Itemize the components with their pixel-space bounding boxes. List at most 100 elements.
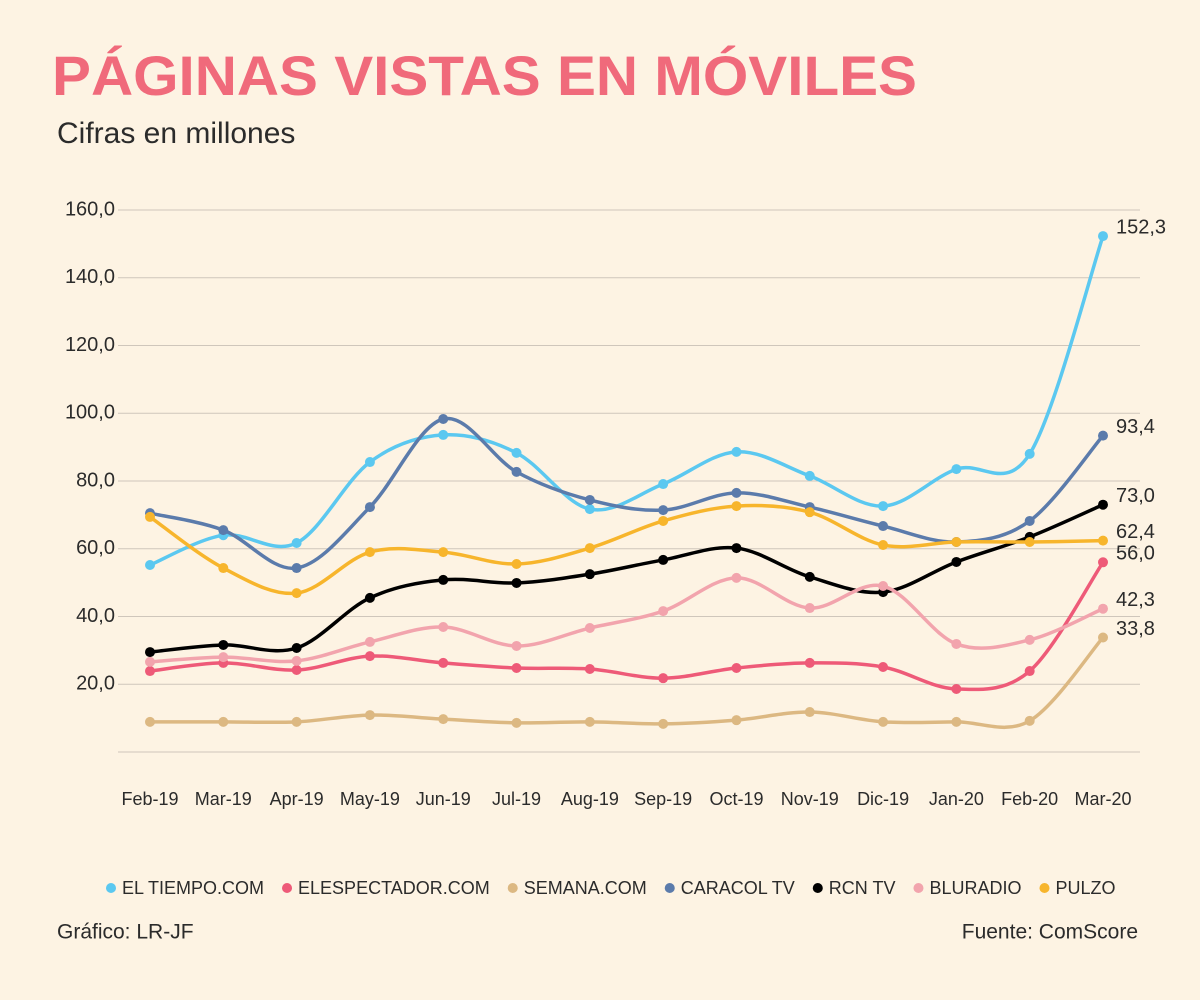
chart-subtitle: Cifras en millones	[57, 117, 295, 150]
line	[149, 235, 1105, 567]
point	[658, 606, 669, 617]
legend-marker	[664, 883, 675, 893]
point	[218, 563, 229, 574]
point	[1024, 448, 1035, 459]
x-tick-label: Jun-19	[416, 789, 471, 809]
point	[1024, 715, 1035, 726]
point	[731, 715, 742, 726]
point	[804, 507, 815, 518]
point	[218, 652, 229, 663]
y-tick-label: 40,0	[76, 605, 115, 627]
x-tick-label: Nov-19	[781, 789, 839, 809]
y-tick-label: 140,0	[65, 266, 115, 288]
point	[364, 651, 375, 662]
point	[364, 636, 375, 647]
point	[951, 556, 962, 567]
point	[1024, 536, 1035, 547]
legend-marker	[1039, 883, 1050, 893]
point	[364, 457, 375, 468]
point	[804, 657, 815, 668]
point	[584, 716, 595, 727]
point	[145, 511, 155, 522]
legend-label: EL TIEMPO.COM	[122, 878, 264, 898]
point	[731, 501, 742, 512]
point	[438, 622, 449, 633]
x-tick-label: Feb-20	[1001, 789, 1058, 809]
point	[364, 710, 375, 721]
point	[878, 581, 889, 592]
point	[878, 661, 889, 672]
point	[291, 716, 302, 727]
point	[878, 716, 889, 727]
x-tick-label: Apr-19	[270, 789, 324, 809]
value-label: 62,4	[1116, 521, 1155, 543]
credit: Gráfico: LR-JF	[57, 921, 194, 944]
value-label: 56,0	[1116, 543, 1155, 565]
legend-label: CARACOL TV	[681, 878, 795, 898]
point	[291, 588, 302, 599]
series: 42,3	[145, 572, 1155, 667]
point	[364, 547, 375, 558]
point	[658, 554, 669, 565]
line	[149, 576, 1104, 664]
point	[804, 603, 815, 614]
point	[145, 656, 155, 667]
point	[438, 547, 449, 558]
point	[438, 414, 449, 425]
point	[145, 560, 155, 571]
legend-label: ELESPECTADOR.COM	[298, 878, 490, 898]
y-tick-label: 160,0	[65, 198, 115, 220]
series: 73,0	[145, 485, 1155, 658]
point	[804, 571, 815, 582]
point	[584, 623, 595, 634]
point	[658, 673, 669, 684]
point	[145, 666, 155, 677]
point	[1024, 515, 1035, 526]
value-label: 93,4	[1116, 416, 1155, 438]
point	[658, 505, 669, 516]
point	[804, 470, 815, 481]
point	[731, 543, 742, 554]
point	[951, 464, 962, 475]
point	[951, 683, 962, 694]
y-tick-label: 60,0	[76, 537, 115, 559]
point	[145, 647, 155, 658]
point	[584, 569, 595, 580]
point	[951, 716, 962, 727]
point	[511, 558, 522, 569]
point	[1024, 666, 1035, 677]
point	[1098, 231, 1108, 242]
x-tick-label: Jan-20	[929, 789, 984, 809]
point	[438, 714, 449, 725]
point	[1098, 430, 1108, 441]
point	[584, 504, 595, 515]
point	[731, 487, 742, 498]
x-tick-label: Jul-19	[492, 789, 541, 809]
point	[658, 718, 669, 729]
point	[438, 429, 449, 440]
point	[438, 574, 449, 585]
point	[951, 536, 962, 547]
x-tick-label: Mar-20	[1074, 789, 1131, 809]
series: 62,4	[145, 501, 1155, 599]
legend-label: RCN TV	[829, 878, 896, 898]
point	[291, 655, 302, 666]
point	[511, 447, 522, 458]
x-tick-label: Oct-19	[709, 789, 763, 809]
y-tick-label: 20,0	[76, 673, 115, 695]
value-label: 42,3	[1116, 589, 1155, 611]
point	[1098, 499, 1108, 510]
x-tick-label: May-19	[340, 789, 400, 809]
series: 56,0	[145, 543, 1155, 694]
point	[291, 643, 302, 654]
point	[438, 657, 449, 668]
legend-marker	[282, 883, 293, 893]
legend-marker	[812, 883, 823, 893]
point	[1098, 632, 1108, 643]
y-tick-label: 80,0	[76, 469, 115, 491]
x-tick-label: Dic-19	[857, 789, 909, 809]
point	[145, 716, 155, 727]
point	[1098, 557, 1108, 568]
